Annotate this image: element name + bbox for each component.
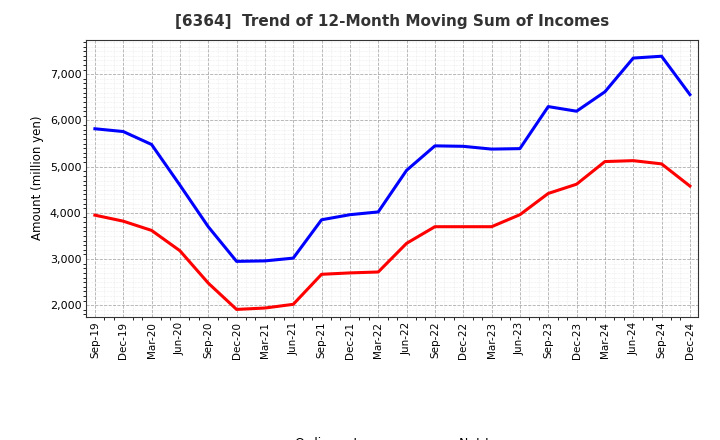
Net Income bbox=[572, 182, 581, 187]
Ordinary Income bbox=[487, 147, 496, 152]
Ordinary Income bbox=[600, 89, 609, 95]
Net Income bbox=[289, 302, 297, 307]
Title: [6364]  Trend of 12-Month Moving Sum of Incomes: [6364] Trend of 12-Month Moving Sum of I… bbox=[175, 14, 610, 29]
Ordinary Income bbox=[148, 142, 156, 147]
Net Income bbox=[204, 280, 212, 286]
Ordinary Income bbox=[572, 109, 581, 114]
Net Income bbox=[91, 213, 99, 218]
Ordinary Income bbox=[346, 212, 354, 217]
Net Income bbox=[629, 158, 637, 163]
Net Income bbox=[318, 271, 326, 277]
Net Income bbox=[346, 270, 354, 275]
Ordinary Income bbox=[431, 143, 439, 148]
Ordinary Income bbox=[685, 92, 694, 97]
Y-axis label: Amount (million yen): Amount (million yen) bbox=[32, 116, 45, 240]
Net Income bbox=[544, 191, 552, 196]
Ordinary Income bbox=[459, 144, 467, 149]
Net Income bbox=[685, 183, 694, 189]
Legend: Ordinary Income, Net Income: Ordinary Income, Net Income bbox=[248, 432, 536, 440]
Net Income bbox=[402, 241, 411, 246]
Ordinary Income bbox=[402, 168, 411, 173]
Net Income bbox=[487, 224, 496, 229]
Ordinary Income bbox=[516, 146, 524, 151]
Net Income bbox=[657, 161, 666, 166]
Ordinary Income bbox=[261, 258, 269, 264]
Ordinary Income bbox=[657, 54, 666, 59]
Net Income bbox=[516, 212, 524, 217]
Line: Ordinary Income: Ordinary Income bbox=[95, 56, 690, 261]
Ordinary Income bbox=[176, 183, 184, 188]
Ordinary Income bbox=[233, 259, 241, 264]
Ordinary Income bbox=[629, 55, 637, 61]
Net Income bbox=[261, 305, 269, 311]
Line: Net Income: Net Income bbox=[95, 161, 690, 309]
Net Income bbox=[119, 219, 127, 224]
Ordinary Income bbox=[374, 209, 382, 215]
Net Income bbox=[459, 224, 467, 229]
Ordinary Income bbox=[91, 126, 99, 132]
Net Income bbox=[233, 307, 241, 312]
Net Income bbox=[148, 228, 156, 233]
Ordinary Income bbox=[289, 256, 297, 261]
Net Income bbox=[431, 224, 439, 229]
Net Income bbox=[374, 269, 382, 275]
Ordinary Income bbox=[204, 224, 212, 229]
Ordinary Income bbox=[119, 129, 127, 134]
Net Income bbox=[600, 159, 609, 164]
Ordinary Income bbox=[318, 217, 326, 222]
Ordinary Income bbox=[544, 104, 552, 109]
Net Income bbox=[176, 248, 184, 253]
